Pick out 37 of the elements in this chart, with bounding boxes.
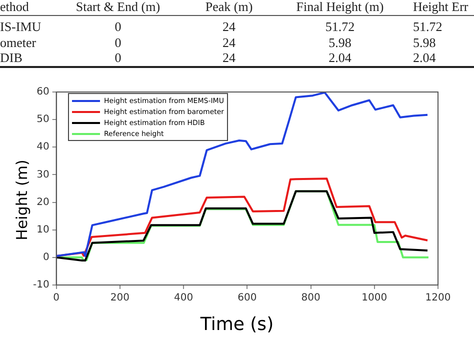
y-tick-label: -10 [32,280,50,291]
x-tick-label: 0 [53,292,60,304]
x-tick-label: 1200 [425,292,451,304]
y-tick-label: 60 [36,86,50,98]
x-tick-label: 200 [110,292,130,304]
text: 51.72 [325,19,355,35]
text: 2.04 [413,50,436,66]
y-tick-label: 10 [36,224,50,236]
text: Peak (m) [205,0,253,15]
y-tick-label: 20 [36,196,50,208]
x-tick-label: 1000 [362,292,388,304]
text: 0 [114,50,122,66]
x-tick-label: 600 [238,292,257,304]
text: 24 [222,50,236,66]
text: 24 [222,35,236,51]
y-tick-label: 50 [36,114,50,126]
text: DIB [0,50,22,66]
text: ethod [0,0,29,15]
y-tick-label: 40 [36,142,50,153]
text: 0 [114,35,122,51]
y-tick-label: 30 [36,169,50,180]
text: Start & End (m) [76,0,160,15]
x-axis-title: Time (s) [199,314,275,335]
text: 5.98 [413,35,436,51]
text: 24 [222,19,236,35]
text: ometer [0,35,36,51]
text: 0 [114,19,122,35]
text: Final Height (m) [296,0,384,15]
text: 5.98 [328,35,352,51]
text: IS-IMU [0,19,42,35]
y-axis-title: Height (m) [13,160,31,240]
text: 51.72 [413,19,442,35]
y-tick-label: 0 [42,252,50,264]
x-tick-label: 800 [301,292,320,304]
text: 2.04 [328,50,352,66]
text: Height Err [413,0,468,15]
x-tick-label: 400 [174,292,194,304]
